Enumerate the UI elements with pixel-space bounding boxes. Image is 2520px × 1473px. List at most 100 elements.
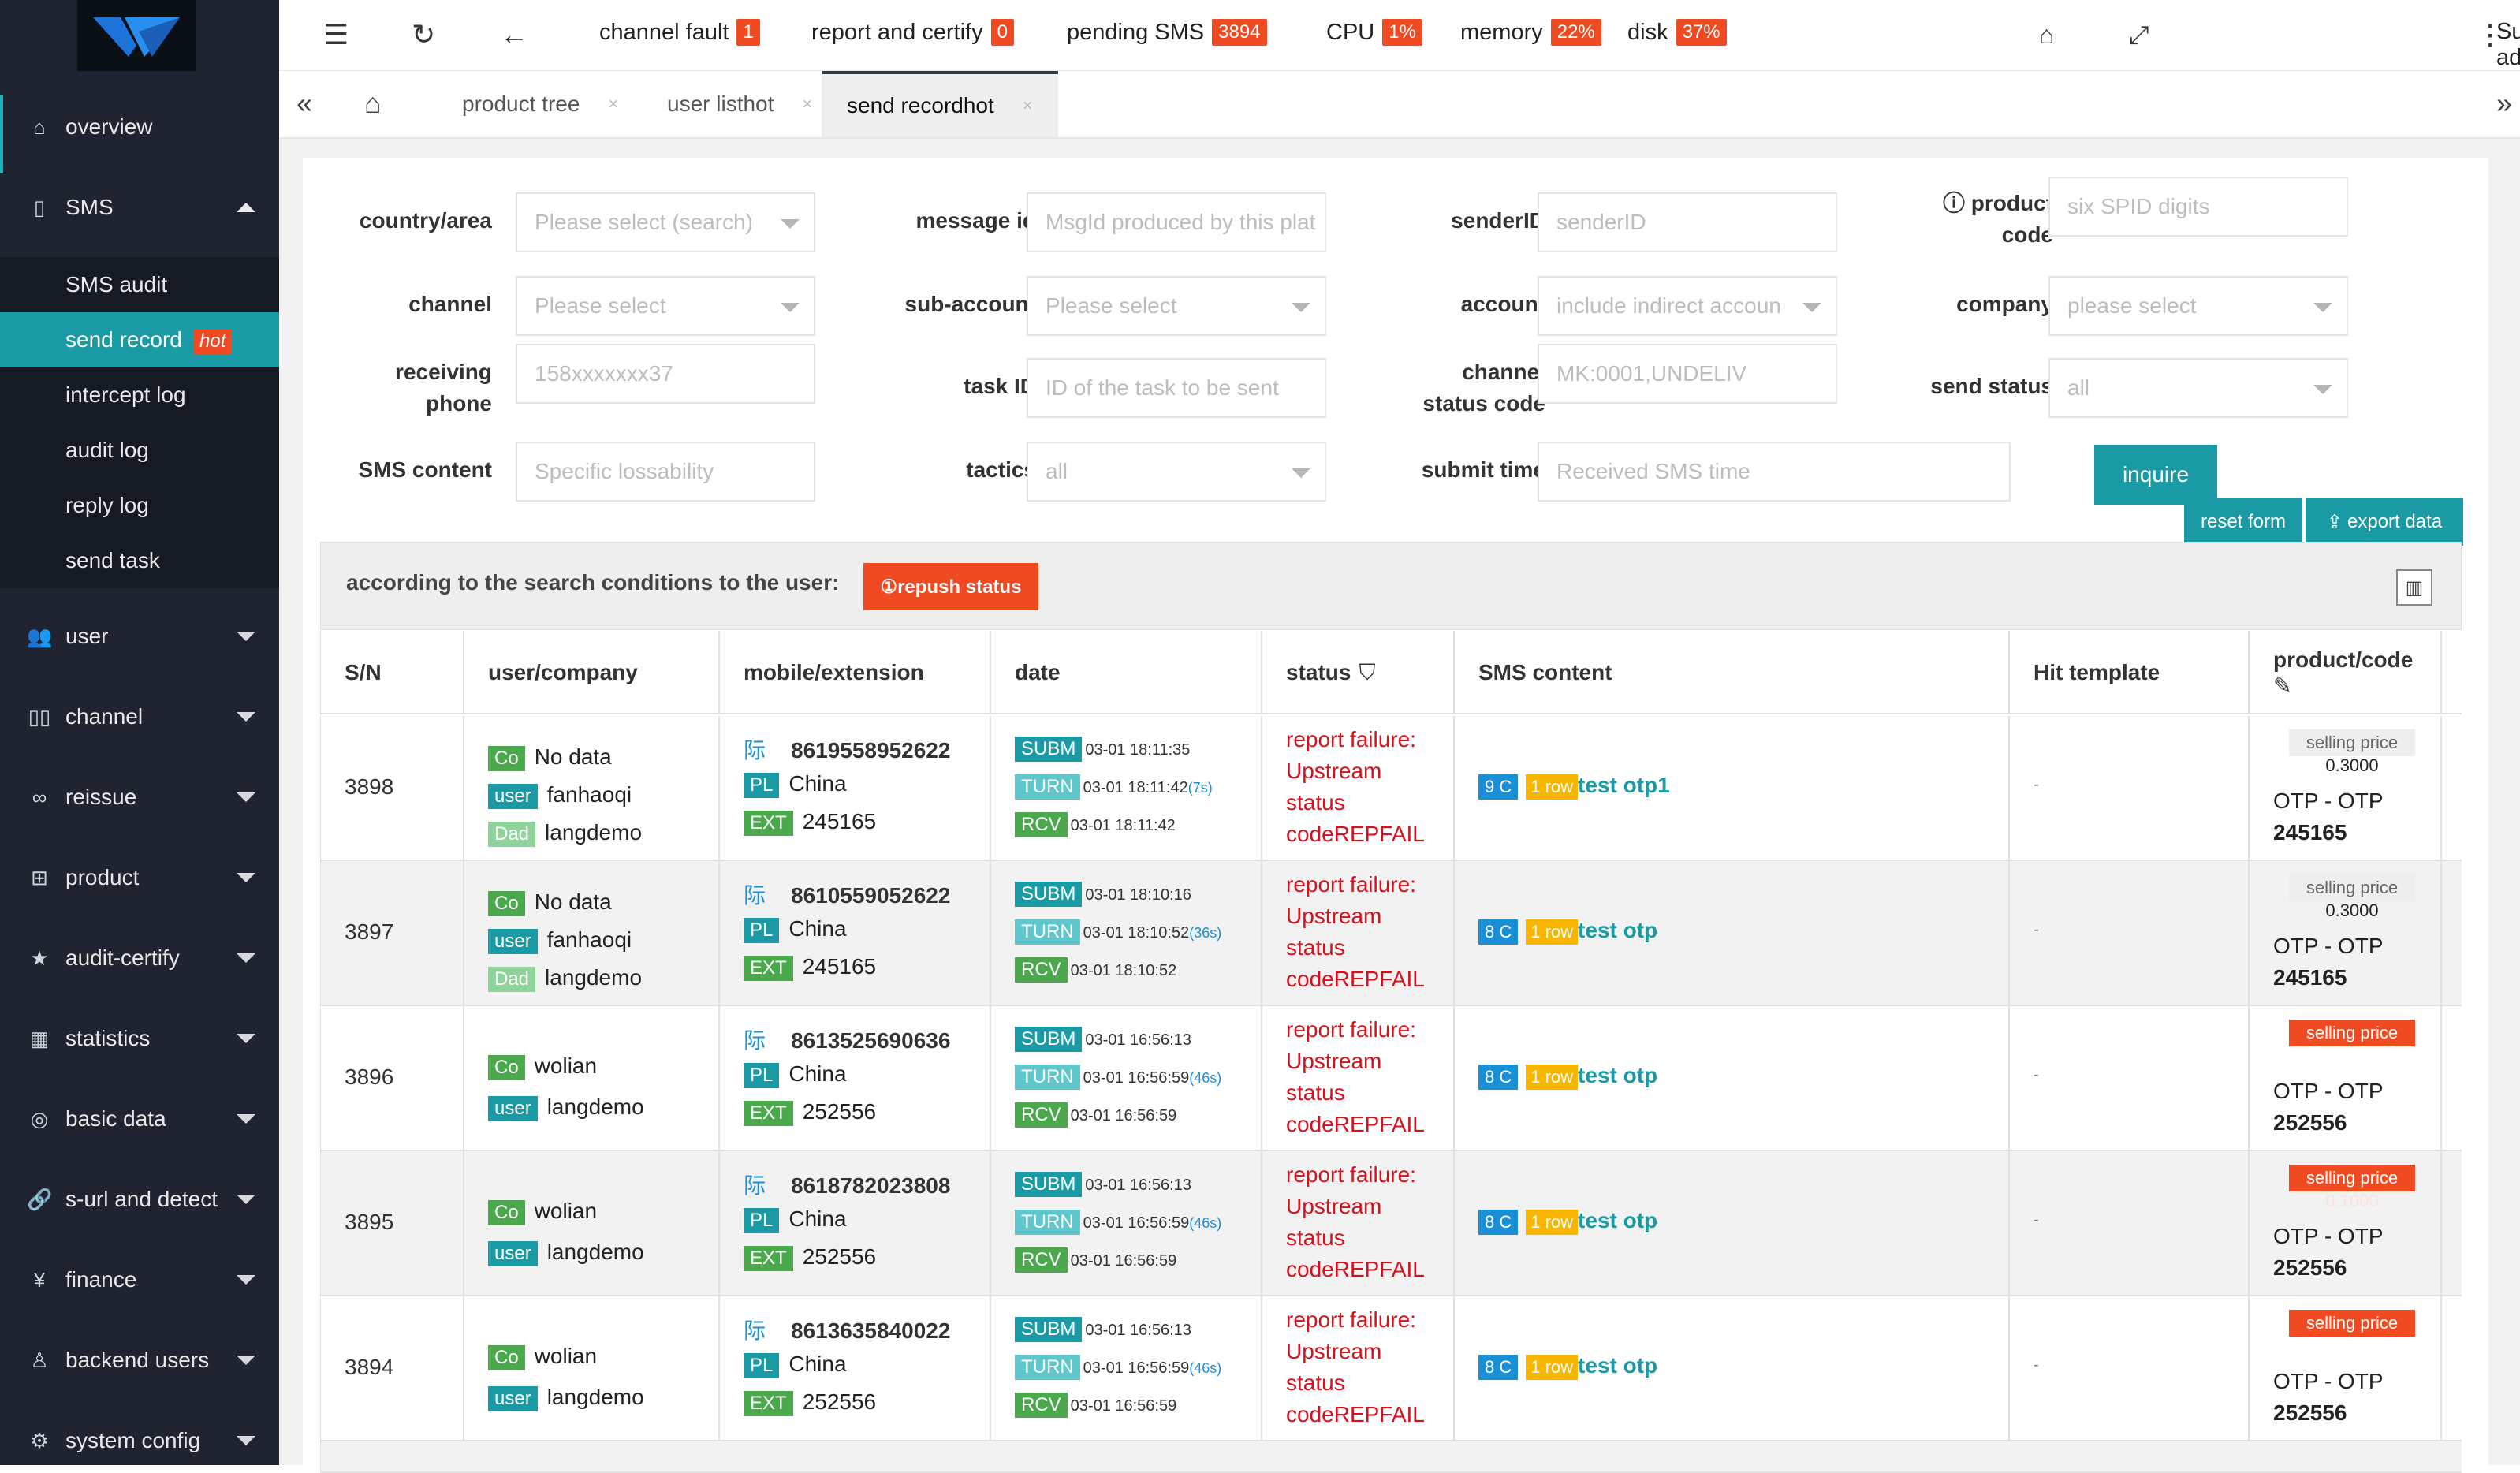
sidebar-item-backend-users[interactable]: ♙ backend users [0, 1333, 279, 1388]
sms-content-link[interactable]: test otp [1578, 1208, 1658, 1232]
sidebar-subitem-send-record[interactable]: send record hot [0, 312, 279, 367]
user-name[interactable]: fanhaoqi [546, 782, 632, 807]
app-logo[interactable] [77, 0, 196, 71]
close-icon[interactable]: × [1022, 95, 1033, 115]
fullscreen-icon[interactable]: ⤢ [2129, 21, 2149, 49]
tactics-select[interactable]: all [1027, 442, 1326, 502]
close-icon[interactable]: × [608, 94, 619, 114]
sidebar-item-basic-data[interactable]: ◎ basic data [0, 1091, 279, 1147]
table-row[interactable]: 3896 Co wolian user langdemo 际 861352569063… [320, 1006, 2462, 1151]
product-code-input[interactable]: six SPID digits [2048, 177, 2348, 237]
account-select[interactable]: include indirect accoun [1538, 276, 1837, 336]
selling-price-tag: selling price [2288, 1165, 2416, 1191]
sidebar-item-reissue[interactable]: ∞ reissue [0, 770, 279, 825]
columns-grid-icon[interactable]: ▥ [2396, 569, 2432, 606]
sms-content-input[interactable]: Specific lossability [516, 442, 815, 502]
sms-content-link[interactable]: test otp1 [1578, 773, 1670, 797]
column-header-mobile[interactable]: mobile/extension [720, 631, 991, 714]
sidebar-item-user[interactable]: 👥 user [0, 609, 279, 664]
tabs-scroll-right-icon[interactable]: » [2496, 87, 2512, 119]
close-icon[interactable]: × [802, 94, 813, 114]
pencil-icon[interactable]: ✎ [2273, 673, 2292, 698]
user-name[interactable]: fanhaoqi [546, 927, 632, 952]
sidebar-item-product[interactable]: ⊞ product [0, 850, 279, 905]
sidebar-item-finance[interactable]: ¥ finance [0, 1252, 279, 1307]
reset-form-button[interactable]: reset form [2184, 498, 2302, 546]
home-tab-icon[interactable]: ⌂ [364, 87, 382, 119]
sidebar-subitem-audit-log[interactable]: audit log [0, 423, 279, 478]
task-id-input[interactable]: ID of the task to be sent [1027, 358, 1326, 418]
country-select[interactable]: Please select (search) [516, 192, 815, 252]
column-header-user-company[interactable]: user/company [464, 631, 720, 714]
status-line: Upstream [1286, 1049, 1382, 1073]
placeholder: Please select [1046, 293, 1177, 318]
user-name[interactable]: langdemo [546, 1094, 644, 1119]
company-select[interactable]: please select [2048, 276, 2348, 336]
table-row[interactable]: 3898 Co No data user fanhaoqi Dad langdemo … [320, 716, 2462, 861]
column-header-hit-template[interactable]: Hit template [2010, 631, 2250, 714]
column-header-status[interactable]: status ⛉ [1262, 631, 1455, 714]
table-row[interactable]: 3895 Co wolian user langdemo 际 861878202380… [320, 1151, 2462, 1296]
submit-time-input[interactable]: Received SMS time [1538, 442, 2011, 502]
user-name[interactable]: langdemo [546, 1385, 644, 1409]
status-text: report failure: Upstream status codeREPFAIL [1286, 724, 1425, 850]
stat-pending-sms[interactable]: pending SMS 3894 [1067, 19, 1267, 46]
channel-status-code-input[interactable]: MK:0001,UNDELIV [1538, 344, 1837, 404]
refresh-icon[interactable]: ↻ [412, 18, 436, 50]
sms-content-link[interactable]: test otp [1578, 1353, 1658, 1378]
hit-template-value: - [2034, 1066, 2039, 1083]
status-line: Upstream [1286, 759, 1382, 783]
international-icon: 际 [744, 883, 766, 908]
table-row[interactable]: 3894 Co wolian user langdemo 际 861363584002… [320, 1296, 2462, 1441]
sidebar-item-system-config[interactable]: ⚙ system config [0, 1413, 279, 1468]
sms-content-link[interactable]: test otp [1578, 1063, 1658, 1087]
sidebar-item-audit-certify[interactable]: ★ audit-certify [0, 930, 279, 986]
sidebar-subitem-reply-log[interactable]: reply log [0, 478, 279, 533]
column-header-product-code[interactable]: product/code ✎ [2250, 631, 2442, 714]
sidebar-item-s-url[interactable]: 🔗 s-url and detect [0, 1172, 279, 1227]
tag-icon[interactable]: ⌂ [2039, 21, 2055, 49]
sender-id-input[interactable]: senderID [1538, 192, 1837, 252]
send-status-select[interactable]: all [2048, 358, 2348, 418]
sidebar-item-overview[interactable]: ⌂ overview [0, 99, 279, 155]
sub-account-select[interactable]: Please select [1027, 276, 1326, 336]
stat-report-certify[interactable]: report and certify 0 [811, 19, 1014, 46]
price-value: 0.3000 [2325, 755, 2379, 775]
back-arrow-icon[interactable]: ← [500, 18, 528, 50]
export-icon: ⇪ [2326, 511, 2343, 533]
placeholder: all [2067, 375, 2090, 400]
channel-select[interactable]: Please select [516, 276, 815, 336]
column-header-sn[interactable]: S/N [321, 631, 464, 714]
sidebar-subitem-send-task[interactable]: send task [0, 533, 279, 588]
table-header: S/N user/company mobile/extension date s… [320, 631, 2462, 714]
sidebar-item-channel[interactable]: ▯▯ channel [0, 689, 279, 744]
sidebar-subitem-intercept-log[interactable]: intercept log [0, 367, 279, 423]
international-icon: 际 [744, 738, 766, 763]
user-name[interactable]: langdemo [546, 1240, 644, 1264]
status-line: Upstream [1286, 1339, 1382, 1363]
parent-name: langdemo [545, 965, 643, 990]
tab-send-record[interactable]: send recordhot × [822, 71, 1058, 137]
export-data-button[interactable]: ⇪ export data [2306, 498, 2463, 546]
sidebar-item-statistics[interactable]: ▦ statistics [0, 1011, 279, 1066]
sidebar-item-sms[interactable]: ▯ SMS [0, 180, 279, 235]
table-row[interactable] [320, 1441, 2462, 1473]
tabs-scroll-left-icon[interactable]: « [296, 87, 313, 119]
sidebar-subitem-sms-audit[interactable]: SMS audit [0, 257, 279, 312]
column-header-sms-content[interactable]: SMS content [1455, 631, 2010, 714]
duration: (46s) [1189, 1070, 1222, 1086]
tab-product-tree[interactable]: product tree × [429, 71, 634, 137]
status-line: codeREPFAIL [1286, 1257, 1425, 1281]
sms-content-link[interactable]: test otp [1578, 918, 1658, 942]
inquire-button[interactable]: inquire [2094, 445, 2217, 505]
repush-status-button[interactable]: ①repush status [863, 563, 1038, 610]
more-vertical-icon[interactable]: ⋮ [2476, 18, 2504, 50]
menu-toggle-icon[interactable]: ☰ [323, 18, 349, 50]
column-header-date[interactable]: date [991, 631, 1262, 714]
status-line: status [1286, 790, 1345, 815]
tab-user-list[interactable]: user listhot × [634, 71, 839, 137]
table-row[interactable]: 3897 Co No data user fanhaoqi Dad langdemo … [320, 861, 2462, 1006]
receiving-phone-input[interactable]: 158xxxxxxx37 [516, 344, 815, 404]
stat-channel-fault[interactable]: channel fault 1 [599, 19, 760, 46]
message-id-input[interactable]: MsgId produced by this plat [1027, 192, 1326, 252]
